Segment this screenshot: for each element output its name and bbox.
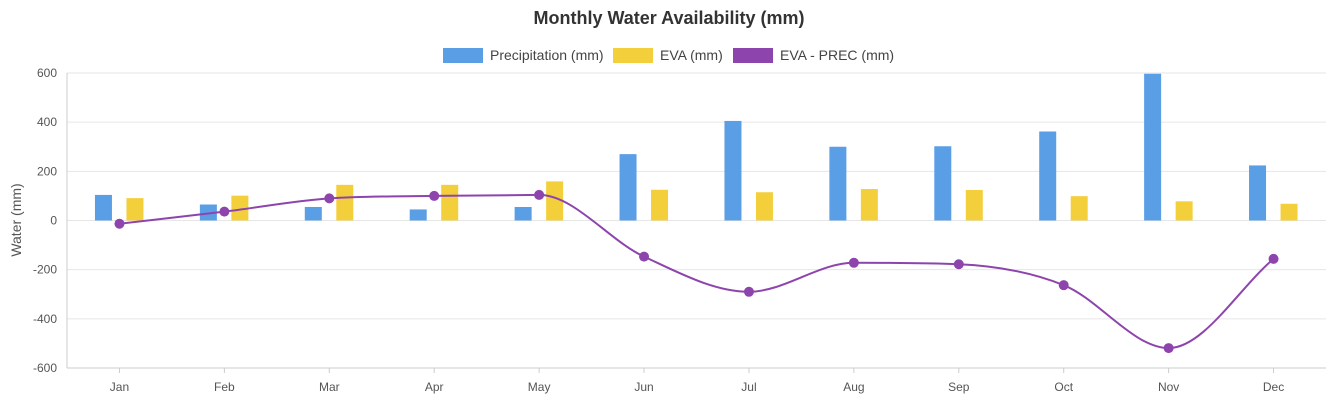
eva-prec-point[interactable] [429,190,440,201]
y-tick-label: -200 [33,263,57,277]
y-axis-ticks: 600 400 200 0 -200 -400 -600 [33,66,57,375]
eva-prec-point[interactable] [1058,280,1069,291]
x-tick-label: Jun [634,380,653,394]
x-tick-label: Jul [741,380,756,394]
difference-line [114,189,1279,354]
bar-eva[interactable] [860,189,878,221]
eva-prec-point[interactable] [1163,343,1174,354]
bar-eva[interactable] [336,184,354,221]
x-tick-label: Mar [319,380,340,394]
bar-eva[interactable] [441,184,459,221]
bar-eva[interactable] [1175,201,1193,221]
y-tick-label: -400 [33,312,57,326]
bar-eva[interactable] [1280,203,1298,221]
eva-prec-point[interactable] [743,286,754,297]
grid-lines [66,72,1326,369]
eva-prec-point[interactable] [639,251,650,262]
x-tick-label: Apr [425,380,444,394]
bar-eva[interactable] [231,195,249,221]
bar-precipitation[interactable] [409,209,427,221]
y-tick-label: -600 [33,361,57,375]
bar-precipitation[interactable] [1249,165,1267,221]
y-tick-label: 0 [50,214,57,228]
x-tick-label: Dec [1263,380,1284,394]
bars [94,73,1298,221]
eva-prec-point[interactable] [114,218,125,229]
bar-eva[interactable] [1070,196,1088,221]
y-tick-label: 600 [37,66,57,80]
legend-label[interactable]: EVA (mm) [660,47,723,63]
bar-eva[interactable] [126,198,144,221]
eva-prec-point[interactable] [1268,253,1279,264]
bar-eva[interactable] [546,181,564,221]
bar-precipitation[interactable] [514,206,532,221]
bar-eva[interactable] [965,190,983,221]
x-tick-label: Jan [110,380,129,394]
legend: Precipitation (mm) EVA (mm) EVA - PREC (mm… [443,47,894,63]
eva-prec-point[interactable] [324,193,335,204]
x-tick-label: Feb [214,380,235,394]
eva-prec-line [119,193,1275,350]
legend-label[interactable]: EVA - PREC (mm) [780,47,894,63]
legend-label[interactable]: Precipitation (mm) [490,47,604,63]
bar-precipitation[interactable] [304,206,322,221]
legend-swatch[interactable] [613,48,653,63]
eva-prec-point[interactable] [848,257,859,268]
eva-prec-point[interactable] [953,259,964,270]
bar-eva[interactable] [651,189,669,221]
bar-eva[interactable] [755,192,773,221]
legend-swatch[interactable] [443,48,483,63]
bar-precipitation[interactable] [619,154,637,221]
bar-precipitation[interactable] [934,146,952,221]
bar-precipitation[interactable] [1144,73,1162,221]
bar-precipitation[interactable] [829,146,847,221]
chart-title: Monthly Water Availability (mm) [533,8,804,28]
x-tick-label: Oct [1054,380,1073,394]
bar-precipitation[interactable] [724,120,742,221]
x-tick-label: Aug [843,380,864,394]
y-axis-label: Water (mm) [8,183,24,256]
legend-swatch[interactable] [733,48,773,63]
x-axis-ticks: Jan Feb Mar Apr May Jun Jul Aug Sep Oct Nov Dec [110,368,1284,394]
bar-precipitation[interactable] [94,194,112,221]
eva-prec-point[interactable] [534,189,545,200]
x-tick-label: Sep [948,380,970,394]
y-tick-label: 200 [37,164,57,178]
y-tick-label: 400 [37,115,57,129]
x-tick-label: May [528,380,551,394]
eva-prec-point[interactable] [219,206,230,217]
x-tick-label: Nov [1158,380,1179,394]
bar-precipitation[interactable] [1039,131,1057,221]
